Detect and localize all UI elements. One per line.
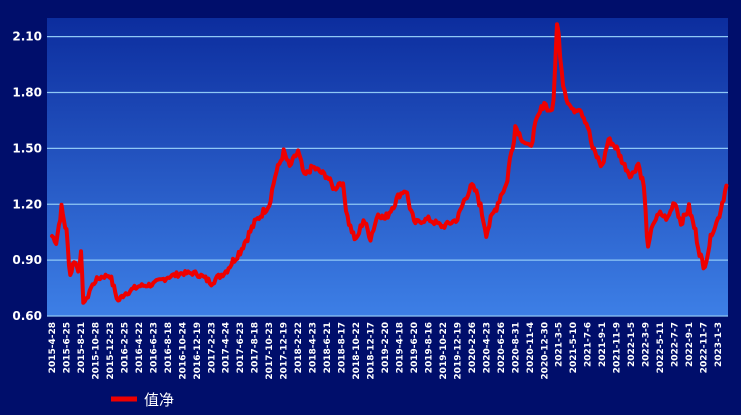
x-tick-label: 2017-8-18 (251, 322, 261, 373)
x-tick-label: 2019-4-18 (396, 322, 406, 373)
x-tick-label: 2021-7-6 (584, 322, 594, 367)
x-tick-label: 2016-4-22 (135, 322, 145, 373)
x-tick-label: 2019-10-22 (439, 322, 449, 380)
x-tick-label: 2018-6-21 (323, 322, 333, 373)
series-line-nav (50, 22, 729, 305)
x-tick-label: 2021-11-9 (613, 322, 623, 373)
x-tick-label: 2018-10-22 (352, 322, 362, 380)
x-tick-label: 2016-12-19 (193, 322, 203, 380)
x-tick-label: 2020-4-23 (482, 322, 492, 373)
x-tick-label: 2023-1-3 (714, 322, 724, 367)
x-tick-label: 2017-12-19 (280, 322, 290, 380)
x-tick-label: 2021-5-10 (569, 322, 579, 373)
x-tick-label: 2015-10-28 (91, 322, 101, 380)
y-axis-tick-labels: 0.60 0.90 1.20 1.50 1.80 2.10 (12, 30, 42, 323)
x-tick-label: 2020-2-26 (468, 322, 478, 373)
x-tick-label: 2017-4-24 (222, 322, 232, 373)
x-tick-label: 2021-3-5 (555, 322, 565, 367)
x-tick-label: 2019-2-20 (381, 322, 391, 373)
x-tick-label: 2015-8-21 (77, 322, 87, 373)
x-tick-label: 2022-9-1 (685, 322, 695, 367)
x-tick-label: 2016-10-24 (178, 322, 188, 380)
x-tick-label: 2020-6-26 (497, 322, 507, 373)
x-tick-label: 2017-10-23 (265, 322, 275, 380)
x-tick-label: 2020-8-31 (511, 322, 521, 373)
x-tick-label: 2016-8-18 (164, 322, 174, 373)
grid-lines (47, 36, 728, 317)
x-tick-label: 2015-6-25 (63, 322, 73, 373)
x-tick-label: 2018-4-23 (309, 322, 319, 373)
x-tick-label: 2019-8-16 (424, 322, 434, 373)
x-tick-label: 2022-5-11 (656, 322, 666, 373)
x-tick-label: 2017-2-23 (207, 322, 217, 373)
x-tick-label: 2020-12-30 (540, 322, 550, 380)
y-tick-label: 0.90 (12, 253, 42, 267)
x-tick-label: 2022-1-5 (627, 322, 637, 367)
x-tick-label: 2015-4-28 (48, 322, 58, 373)
y-tick-label: 1.80 (12, 86, 42, 100)
x-tick-label: 2017-6-23 (236, 322, 246, 373)
x-tick-label: 2022-7-7 (671, 322, 681, 367)
x-tick-label: 2018-8-17 (338, 322, 348, 373)
x-tick-label: 2019-6-20 (410, 322, 420, 373)
x-tick-label: 2019-12-19 (453, 322, 463, 380)
x-tick-label: 2022-11-7 (700, 322, 710, 373)
y-tick-label: 0.60 (12, 309, 42, 323)
y-tick-label: 1.20 (12, 197, 42, 211)
x-tick-label: 2022-3-9 (642, 322, 652, 367)
y-tick-label: 2.10 (12, 30, 42, 44)
y-tick-label: 1.50 (12, 141, 42, 155)
x-tick-label: 2016-2-25 (120, 322, 130, 373)
x-axis-tick-labels: 2015-4-28 2015-6-25 2015-8-21 2015-10-28 201… (48, 322, 724, 380)
x-tick-label: 2021-9-1 (598, 322, 608, 367)
x-tick-label: 2016-6-23 (149, 322, 159, 373)
plot-area (47, 18, 728, 316)
x-tick-label: 2015-12-23 (106, 322, 116, 380)
x-tick-label: 2020-11-4 (526, 322, 536, 373)
legend: 值净 (111, 391, 174, 409)
x-tick-label: 2018-12-17 (367, 322, 377, 380)
x-tick-label: 2018-2-22 (294, 322, 304, 373)
legend-label: 值净 (144, 391, 174, 409)
